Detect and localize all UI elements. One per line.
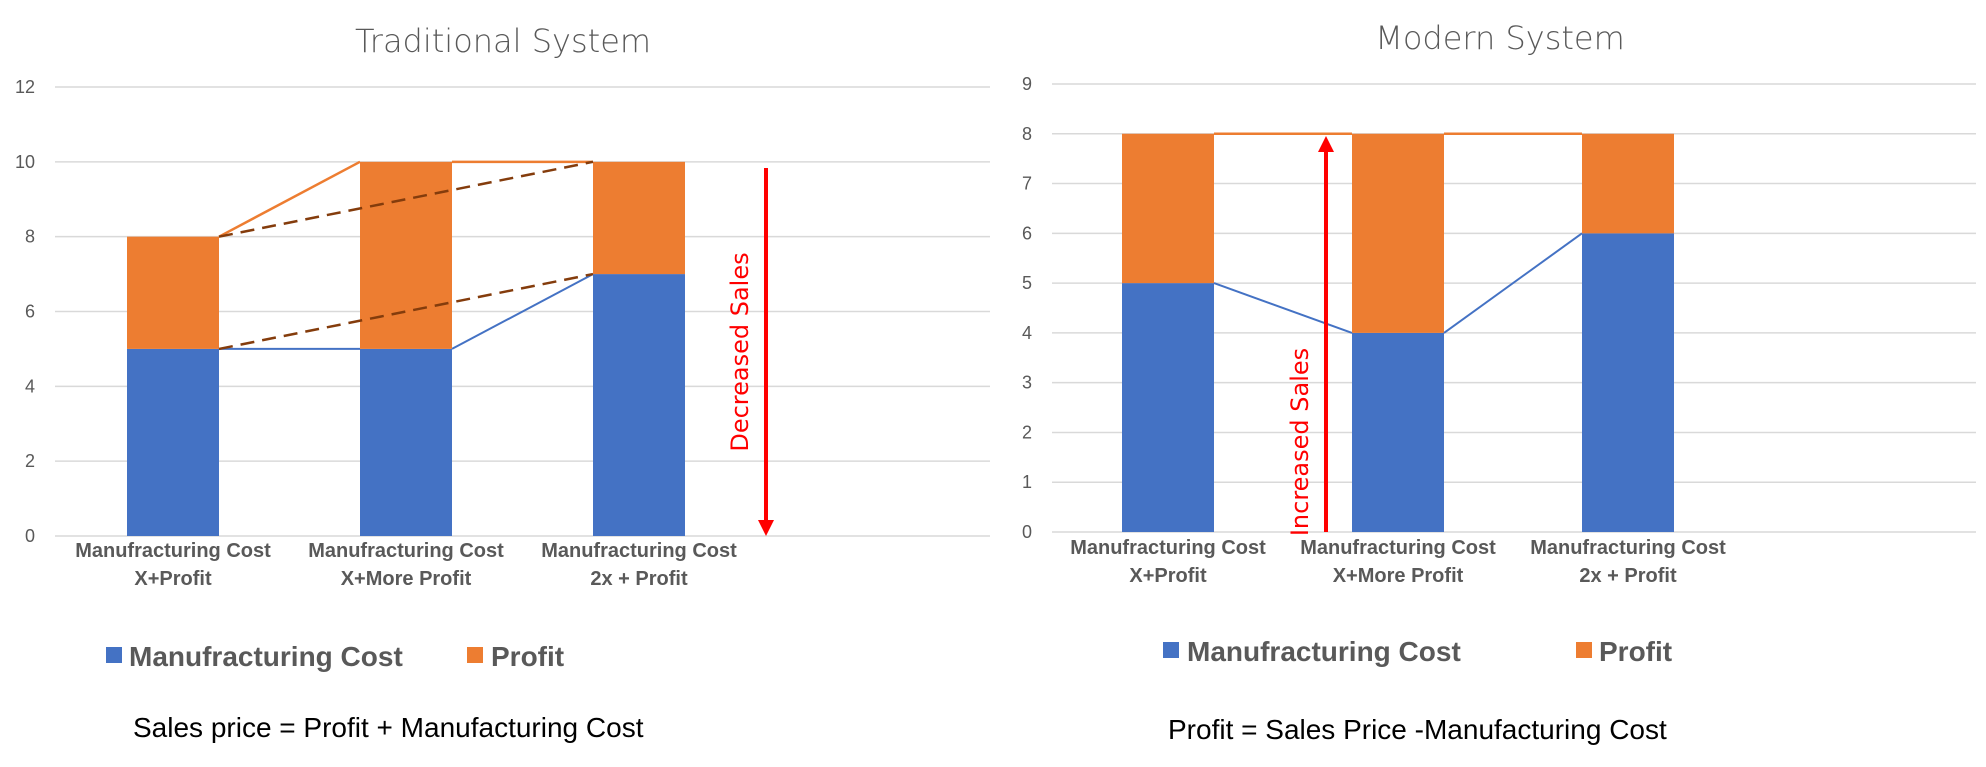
bar-manufacturing-cost [593,274,685,536]
x-tick-label: Manufracturing Cost [75,540,271,562]
y-tick-label: 7 [1022,174,1032,194]
y-tick-label: 9 [1022,74,1032,94]
x-tick-label: 2x + Profit [1579,565,1677,587]
legend-label-profit: Profit [491,641,564,672]
bar-manufacturing-cost [1582,233,1674,533]
bar-manufacturing-cost [1122,283,1214,532]
x-tick-label: Manufracturing Cost [1300,537,1496,559]
series-line-cost [451,273,594,350]
y-tick-label: 0 [25,526,35,546]
y-tick-label: 6 [25,302,35,322]
x-tick-label: 2x + Profit [590,568,688,590]
legend-label-cost: Manufracturing Cost [1187,636,1461,667]
annotation-label: Increased Sales [1286,348,1314,536]
y-tick-label: 8 [25,227,35,247]
legend-label-profit: Profit [1599,636,1672,667]
legend-swatch-cost [106,647,122,663]
formula-left: Sales price = Profit + Manufacturing Cos… [133,712,644,743]
y-tick-label: 1 [1022,472,1032,492]
x-tick-label: X+More Profit [1333,565,1464,587]
series-line-cost [1213,282,1353,334]
x-tick-label: X+Profit [1129,565,1207,587]
bar-profit [360,161,452,349]
y-tick-label: 8 [1022,124,1032,144]
annotation-arrowhead [758,520,774,536]
y-tick-label: 4 [1022,323,1032,343]
modern-system-chart: Modern System 0 1 2 3 4 5 6 7 8 9 Manufracturing … [1022,19,1976,667]
y-tick-label: 6 [1022,223,1032,243]
y-tick-label: 2 [1022,422,1032,442]
legend-swatch-profit [1576,642,1592,658]
bar-manufacturing-cost [360,348,452,536]
bar-profit [1122,133,1214,284]
bar-manufacturing-cost [1352,332,1444,532]
annotation-arrowhead [1318,136,1334,152]
bar-profit [127,236,219,349]
y-tick-label: 5 [1022,273,1032,293]
bar-profit [593,161,685,275]
x-tick-label: X+Profit [134,568,212,590]
legend-swatch-profit [467,647,483,663]
bar-manufacturing-cost [127,348,219,536]
y-tick-label: 10 [15,152,35,172]
x-tick-label: X+More Profit [341,568,472,590]
x-tick-label: Manufracturing Cost [308,540,504,562]
chart-title: Traditional System [355,22,651,60]
bar-profit [1582,133,1674,234]
series-line-cost [1443,232,1583,334]
legend-swatch-cost [1163,642,1179,658]
y-tick-label: 4 [25,376,35,396]
chart-title: Modern System [1375,19,1625,57]
dashed-trend-line [218,272,594,351]
formula-right: Profit = Sales Price -Manufacturing Cost [1168,714,1667,745]
dashed-trend-line [218,160,594,238]
x-tick-label: Manufracturing Cost [1530,537,1726,559]
x-tick-label: Manufracturing Cost [1070,537,1266,559]
annotation-label: Decreased Sales [726,252,754,451]
y-tick-label: 3 [1022,373,1032,393]
legend-label-cost: Manufracturing Cost [129,641,403,672]
series-line-total [218,160,361,238]
y-tick-label: 0 [1022,522,1032,542]
x-tick-label: Manufracturing Cost [541,540,737,562]
bar-profit [1352,133,1444,333]
traditional-system-chart: Traditional System 0 2 4 6 8 10 12 Manufractur… [15,22,990,672]
y-tick-label: 2 [25,451,35,471]
y-tick-label: 12 [15,77,35,97]
